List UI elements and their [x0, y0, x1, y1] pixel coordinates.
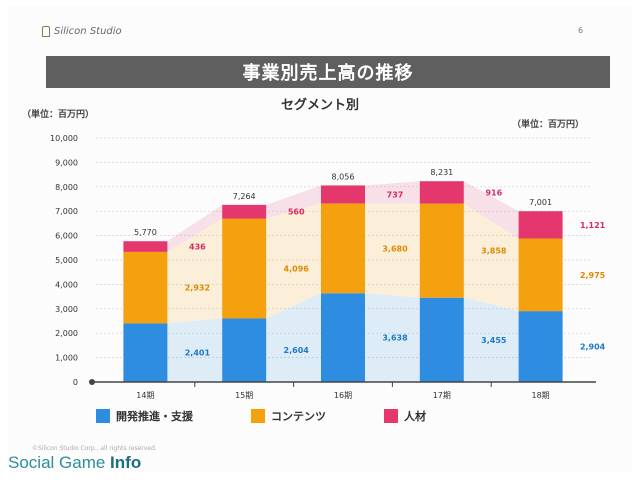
x-tick-label: 14期: [136, 391, 154, 400]
y-tick-label: 2,000: [55, 329, 78, 338]
legend-item-hr: 人材: [384, 408, 426, 424]
bar-dev: [518, 311, 563, 382]
page-number: 6: [578, 26, 584, 35]
unit-label-left: （単位：百万円）: [22, 110, 95, 120]
total-label: 8,231: [430, 168, 453, 177]
x-tick-label: 18期: [532, 391, 550, 400]
data-label-dev: 2,904: [580, 343, 606, 352]
chart-subtitle: セグメント別: [280, 98, 359, 113]
data-label-hr: 1,121: [580, 221, 606, 230]
y-tick-label: 9,000: [55, 158, 78, 167]
y-tick-label: 8,000: [55, 183, 78, 192]
y-tick-label: 5,000: [55, 256, 78, 265]
legend-label-content: コンテンツ: [271, 410, 326, 423]
bar-content: [321, 203, 365, 294]
legend-swatch-dev: [96, 409, 110, 423]
x-axis-origin: [89, 379, 95, 385]
logo-text: Silicon Studio: [54, 26, 122, 37]
legend-label-dev: 開発推進・支援: [116, 410, 193, 423]
bar-content: [222, 218, 267, 319]
legend-item-dev: 開発推進・支援: [96, 408, 193, 424]
total-label: 5,770: [134, 228, 157, 237]
data-label-content: 2,932: [185, 284, 210, 293]
band-hr: [167, 204, 223, 252]
legend-label-hr: 人材: [404, 410, 426, 423]
y-tick-label: 6,000: [55, 232, 78, 241]
band-dev: [365, 293, 420, 382]
site-watermark: Social Game Info: [8, 453, 141, 473]
data-label-content: 3,680: [382, 244, 408, 253]
watermark-prefix: Social Game: [8, 453, 111, 472]
slide-title: 事業別売上高の推移: [242, 63, 414, 84]
legend-item-content: コンテンツ: [251, 408, 326, 424]
chart-legend: 開発推進・支援 コンテンツ 人材: [96, 408, 426, 424]
bar-content: [518, 238, 563, 312]
bar-dev: [222, 318, 267, 382]
y-tick-label: 0: [73, 378, 78, 387]
y-tick-label: 3,000: [55, 305, 78, 314]
bar-content: [123, 251, 168, 324]
x-tick-label: 16期: [334, 391, 352, 400]
total-label: 7,264: [233, 192, 256, 201]
logo-icon: [42, 26, 50, 37]
band-dev: [266, 293, 321, 382]
band-content: [365, 203, 420, 298]
bar-hr: [419, 181, 464, 204]
data-label-content: 3,858: [481, 247, 507, 256]
data-label-hr: 436: [189, 243, 206, 252]
data-label-dev: 2,604: [284, 346, 310, 355]
band-hr: [266, 185, 321, 219]
band-hr: [365, 181, 420, 204]
band-content: [463, 203, 519, 312]
data-label-content: 2,975: [580, 271, 606, 280]
x-tick-label: 17期: [433, 391, 451, 400]
copyright-text: ©Silicon Studio Corp., all rights reserv…: [32, 445, 157, 452]
x-tick-label: 15期: [235, 391, 253, 400]
y-tick-label: 7,000: [55, 207, 78, 216]
legend-swatch-hr: [384, 409, 398, 423]
band-content: [266, 203, 321, 319]
band-hr: [463, 181, 519, 239]
bar-hr: [518, 211, 563, 239]
bar-hr: [222, 204, 267, 219]
total-label: 7,001: [529, 198, 552, 207]
bar-dev: [419, 297, 464, 382]
slide-title-bar: 事業別売上高の推移: [46, 56, 610, 88]
bar-dev: [123, 323, 168, 382]
data-label-dev: 2,401: [185, 349, 211, 358]
y-tick-label: 1,000: [55, 354, 78, 363]
data-label-dev: 3,455: [481, 336, 507, 345]
bar-hr: [123, 241, 168, 252]
data-label-content: 4,096: [284, 264, 310, 273]
bar-dev: [321, 293, 365, 382]
unit-label-right: （単位：百万円）: [512, 120, 585, 130]
watermark-suffix: Info: [110, 453, 142, 472]
total-label: 8,056: [332, 172, 355, 181]
band-content: [167, 218, 223, 324]
data-label-hr: 560: [288, 208, 305, 217]
data-label-dev: 3,638: [382, 334, 408, 343]
bar-hr: [321, 185, 365, 204]
band-dev: [463, 297, 519, 382]
data-label-hr: 916: [485, 188, 502, 197]
band-dev: [167, 318, 223, 382]
legend-swatch-content: [251, 409, 265, 423]
company-logo: Silicon Studio: [42, 26, 122, 37]
data-label-hr: 737: [387, 190, 404, 199]
bar-content: [419, 203, 464, 298]
y-tick-label: 4,000: [55, 280, 78, 289]
y-tick-label: 10,000: [50, 134, 78, 143]
